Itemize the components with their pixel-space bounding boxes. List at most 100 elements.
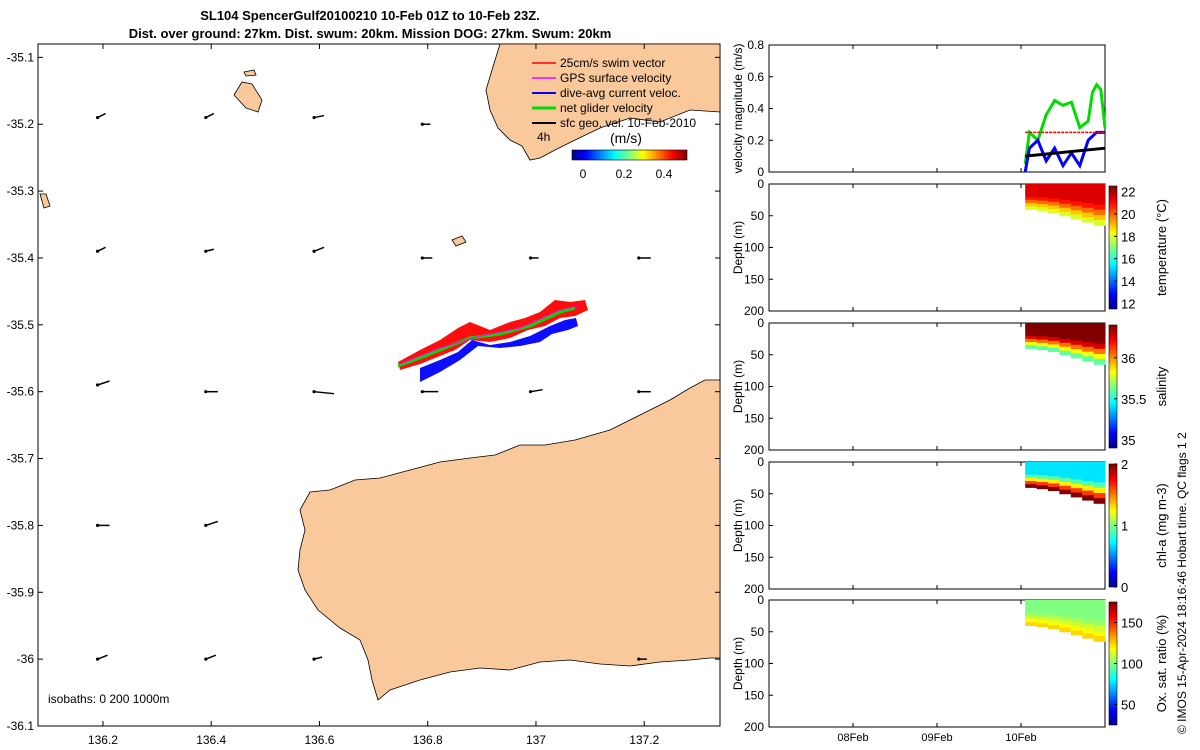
- heatmap-cell: [1059, 334, 1072, 340]
- colorbar-tick-label: 35: [1121, 433, 1135, 448]
- heatmap-cell: [1082, 217, 1095, 223]
- map-x-tick-label: 136.2: [88, 733, 118, 747]
- geo-velocity-arrow: [528, 388, 543, 394]
- heatmap-cell: [1025, 465, 1038, 469]
- heatmap-cell: [1082, 485, 1095, 492]
- heatmap-cell: [1070, 488, 1083, 494]
- heatmap-cell: [1070, 353, 1083, 359]
- velocity-series-line: [1023, 130, 1105, 173]
- heatmap-cell: [1082, 198, 1095, 204]
- heatmap-cell: [1025, 335, 1038, 340]
- map-legend: 25cm/s swim vector GPS surface velocity …: [532, 56, 696, 181]
- heatmap-cell: [1082, 633, 1095, 639]
- heatmap-cell: [1025, 471, 1038, 476]
- geo-velocity-arrow: [420, 256, 433, 260]
- heatmap-cell: [1082, 337, 1095, 343]
- heatmap-cell: [1025, 619, 1038, 623]
- colorbar-tick-label: 50: [1121, 698, 1135, 713]
- heatmap-cell: [1036, 478, 1049, 483]
- heatmap-cell: [1059, 342, 1072, 348]
- heatmap-cell: [1059, 469, 1072, 475]
- heatmap-cell: [1082, 327, 1095, 334]
- heatmap-cell: [1070, 608, 1083, 614]
- heatmap-cell: [1048, 337, 1060, 342]
- heatmap-cell: [1070, 205, 1083, 211]
- heatmap-cell: [1048, 323, 1060, 328]
- geo-velocity-arrow: [204, 520, 219, 528]
- heatmap-cell: [1093, 477, 1106, 484]
- heatmap-cell: [1082, 600, 1095, 606]
- geo-velocity-arrow: [204, 390, 218, 394]
- heatmap-cell: [1082, 476, 1095, 482]
- heatmap-cell: [1048, 191, 1060, 196]
- heatmap-cell: [1036, 333, 1049, 337]
- heatmap-cell: [1036, 613, 1049, 618]
- heatmap-cell: [1059, 627, 1072, 633]
- heatmap-cell: [1048, 187, 1060, 192]
- heatmap-cell: [1093, 610, 1106, 616]
- heatmap-cell: [1093, 333, 1106, 339]
- heatmap-cell: [1036, 610, 1049, 614]
- geo-velocity-arrow: [204, 112, 215, 120]
- map-y-tick-label: -35.5: [7, 318, 35, 332]
- heatmap-cell: [1070, 210, 1083, 216]
- map-colorbar-tick: 0.4: [656, 167, 673, 181]
- heatmap-cell: [1025, 199, 1038, 204]
- land-island-4: [39, 193, 51, 209]
- heatmap-cell: [1093, 348, 1106, 355]
- geo-velocity-arrow: [95, 112, 106, 120]
- heatmap-cell: [1036, 623, 1049, 628]
- panel-y-tick-label: 100: [744, 657, 764, 671]
- heatmap-cell: [1082, 207, 1095, 214]
- heatmap-cell: [1093, 487, 1106, 494]
- heatmap-cell: [1048, 469, 1060, 474]
- heatmap-cell: [1048, 209, 1060, 214]
- heatmap-cell: [1059, 199, 1072, 205]
- geo-velocity-arrow: [204, 248, 214, 253]
- heatmap-cell: [1048, 600, 1060, 605]
- glider-track: [397, 300, 588, 382]
- heatmap-cell: [1025, 612, 1038, 617]
- panel-y-axis-label: velocity magnitude (m/s): [731, 43, 745, 173]
- geo-velocity-arrow: [95, 380, 110, 387]
- panel-colorbar: [1108, 185, 1118, 310]
- heatmap-cell: [1025, 606, 1038, 611]
- heatmap-cell: [1070, 336, 1083, 341]
- panel-y-tick-label: 150: [744, 688, 764, 702]
- heatmap-cell: [1048, 607, 1060, 612]
- heatmap-cell: [1070, 470, 1083, 476]
- depth-profile-panel-4: 0 50 100 150 200 Depth (m) 50 100 150 Ox. sat. ra…: [731, 593, 1169, 744]
- heatmap-cell: [1048, 621, 1060, 626]
- colorbar-title: Ox. sat. ratio (%): [1154, 615, 1169, 713]
- colorbar-title: chl-a (mg m-3): [1154, 483, 1169, 568]
- heatmap-cell: [1059, 338, 1072, 344]
- heatmap-cell: [1082, 323, 1095, 329]
- heatmap-cell: [1070, 600, 1083, 605]
- colorbar-tick-label: 18: [1121, 229, 1135, 244]
- heatmap-cell: [1070, 331, 1083, 337]
- profile-heatmap: [1025, 323, 1106, 365]
- map-x-tick-label: 136.6: [304, 733, 334, 747]
- colorbar-tick-label: 0: [1121, 580, 1128, 595]
- colorbar-tick-label: 35.5: [1121, 392, 1146, 407]
- land-yorke-peninsula: [485, 44, 720, 161]
- heatmap-cell: [1025, 468, 1038, 473]
- heatmap-cell: [1036, 465, 1049, 470]
- panel-y-tick-label: 150: [744, 550, 764, 564]
- heatmap-cell: [1036, 346, 1049, 351]
- heatmap-cell: [1025, 329, 1038, 334]
- colorbar-tick-label: 150: [1121, 616, 1143, 631]
- heatmap-cell: [1059, 473, 1072, 479]
- colorbar-tick-label: 2: [1121, 457, 1128, 472]
- heatmap-cell: [1048, 465, 1060, 470]
- panel-y-tick-label: 0: [757, 593, 764, 607]
- heatmap-cell: [1082, 466, 1095, 473]
- geo-velocity-arrow: [312, 656, 323, 661]
- heatmap-cell: [1093, 184, 1106, 190]
- panel-y-tick-label: 100: [744, 241, 764, 255]
- heatmap-cell: [1048, 487, 1060, 492]
- heatmap-cell: [1048, 201, 1060, 206]
- panel-y-tick-label: 200: [744, 582, 764, 596]
- heatmap-cell: [1025, 477, 1038, 482]
